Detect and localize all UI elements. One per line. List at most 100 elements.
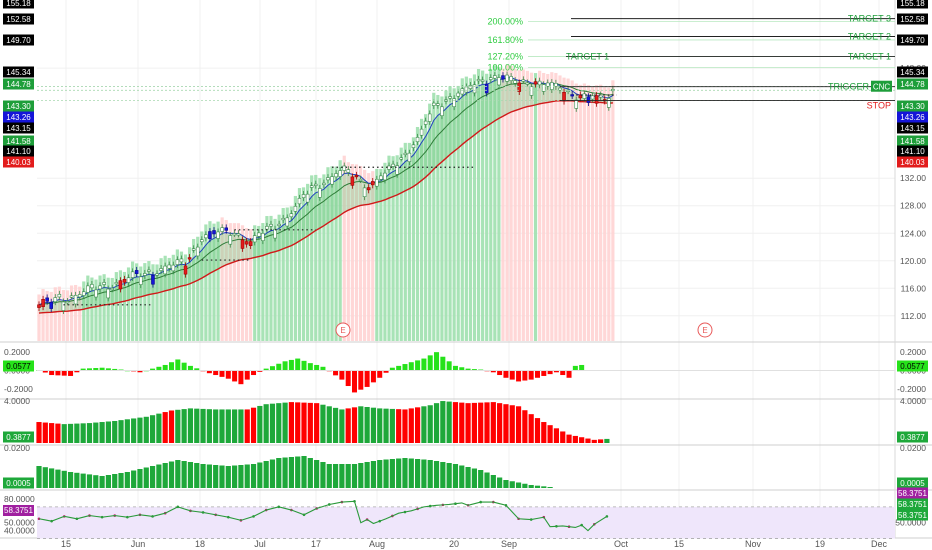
candle (73, 295, 78, 305)
candle (598, 94, 603, 98)
x-tick-label: Dec (871, 539, 888, 549)
candle (574, 99, 579, 109)
trend-column (391, 156, 395, 341)
trend-column (183, 254, 188, 341)
trend-column (338, 160, 342, 341)
momentum-bar (213, 370, 219, 376)
fib-label: 161.80% (487, 35, 523, 45)
trend-column (151, 264, 155, 341)
candle (358, 178, 363, 182)
trend-column (200, 231, 204, 341)
earnings-marker (335, 322, 351, 338)
trend-column (74, 284, 78, 341)
volatility-bar (238, 465, 244, 488)
oscillator-bar (181, 409, 187, 443)
candle (228, 235, 233, 245)
trend-column (277, 214, 281, 341)
candle (277, 223, 281, 226)
momentum-bar (465, 368, 471, 371)
trend-column (354, 164, 359, 341)
candle (106, 288, 110, 299)
rsi-value-text: 58.3751 (4, 506, 33, 515)
volatility-bar (415, 459, 421, 488)
price-badge-right-text: 143.26 (900, 113, 925, 122)
candle (460, 88, 465, 95)
momentum-bar (181, 362, 187, 371)
candle (558, 87, 562, 91)
price-badge-left (3, 100, 34, 112)
volatility-bar (446, 463, 452, 488)
trend-column (432, 92, 436, 341)
trigger-tag-bg (871, 80, 892, 92)
oscillator-bar (149, 415, 156, 443)
trend-column (49, 291, 53, 341)
momentum-bar (194, 368, 200, 371)
candle (590, 95, 595, 100)
trend-column (196, 236, 200, 341)
momentum-bar (219, 370, 225, 377)
target-label: TARGET 2 (848, 32, 891, 42)
volatility-bar (118, 473, 124, 488)
oscillator-bar (358, 406, 364, 443)
volatility-bar (219, 465, 225, 488)
trend-column (314, 174, 318, 341)
trend-column (126, 267, 131, 341)
oscillator-bar (282, 402, 288, 443)
trend-column (578, 84, 582, 341)
candle (476, 79, 481, 82)
oscillator-bar (86, 423, 93, 443)
oscillator-bar (528, 414, 534, 443)
candle (57, 293, 62, 298)
candle (399, 157, 404, 160)
candle (293, 205, 298, 212)
trend-column (521, 69, 525, 341)
trend-column (403, 142, 407, 341)
oscillator-bar (572, 435, 578, 443)
momentum-bar (42, 370, 48, 373)
volatility-bar (295, 456, 301, 488)
momentum-bar (269, 366, 275, 371)
rsi-badge-right-text: 58.3751 (898, 489, 927, 498)
trend-column (41, 288, 45, 341)
trend-column (399, 147, 403, 341)
volatility-bar (143, 467, 149, 488)
trend-column (301, 187, 306, 341)
volatility-tick-label: 0.0200 (900, 443, 926, 453)
y-tick-label: 112.00 (901, 311, 927, 321)
price-badge-left-text: 149.70 (6, 36, 31, 45)
momentum-bar (370, 370, 376, 383)
trend-column (542, 72, 546, 341)
oscillator-bar (509, 405, 515, 443)
oscillator-bar (427, 405, 433, 443)
fib-label: 127.20% (487, 51, 523, 61)
candle (130, 271, 135, 278)
rsi-badge-right-text: 58.3751 (898, 500, 927, 509)
oscillator-bar (301, 402, 307, 443)
candle (338, 170, 342, 177)
trend-column (228, 223, 232, 341)
trend-column (69, 285, 74, 341)
candle (69, 295, 74, 298)
trend-column (240, 225, 245, 341)
oscillator-bar (213, 409, 219, 443)
y-tick-label: 132.00 (900, 173, 926, 183)
volatility-bar (124, 472, 130, 488)
rsi-tick-label: 80.0000 (4, 494, 35, 504)
y-tick-label: 128.00 (900, 201, 926, 211)
oscillator-bar (55, 423, 61, 443)
rsi-line (38, 500, 608, 532)
volatility-bar (257, 462, 263, 488)
trend-column (468, 78, 473, 341)
candle (419, 128, 424, 136)
candle (480, 79, 485, 82)
candle (436, 103, 440, 106)
oscillator-bars (36, 401, 610, 443)
candle (86, 285, 90, 293)
trend-column (139, 266, 143, 341)
price-badge-left (3, 145, 34, 157)
trend-column (415, 126, 420, 341)
price-badge-left (3, 0, 34, 9)
volatility-bar (408, 458, 414, 488)
volatility-bar (332, 464, 339, 488)
trend-column (261, 223, 265, 341)
